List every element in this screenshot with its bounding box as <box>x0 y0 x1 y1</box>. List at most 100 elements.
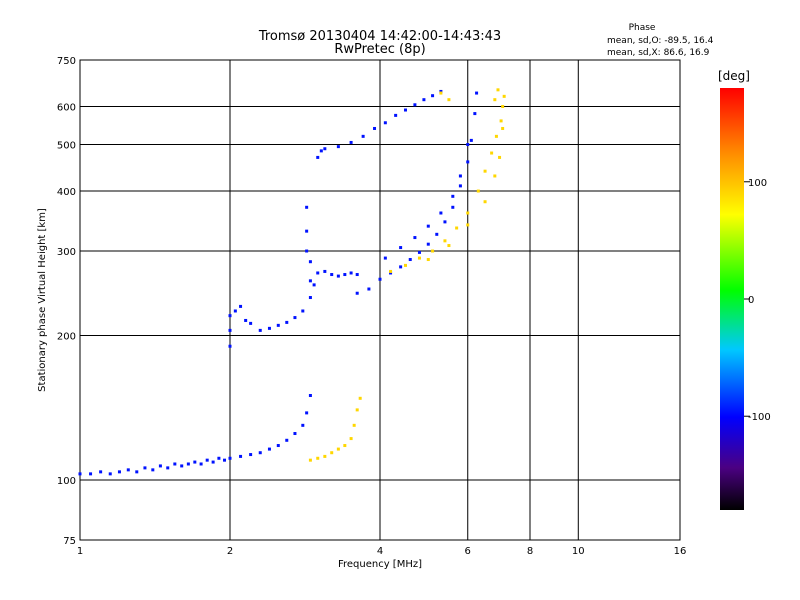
data-point-o <box>389 271 393 275</box>
data-point-o <box>89 472 93 476</box>
data-point-o <box>473 112 477 116</box>
data-point-o <box>383 121 387 125</box>
phase-x-stats: mean, sd,X: 86.6, 16.9 <box>607 48 710 58</box>
colorbar-label: [deg] <box>718 69 750 83</box>
x-tick-label: 2 <box>227 546 233 557</box>
data-point-x <box>447 98 451 102</box>
data-point-o <box>267 326 271 330</box>
data-point-o <box>443 220 447 224</box>
data-point-o <box>426 242 430 246</box>
data-point-o <box>217 456 221 460</box>
data-point-x <box>431 249 435 253</box>
x-tick-label: 16 <box>674 546 687 557</box>
data-point-o <box>151 468 155 472</box>
data-point-o <box>383 256 387 260</box>
data-point-o <box>186 462 190 466</box>
data-point-x <box>493 98 497 102</box>
data-point-x <box>323 454 327 458</box>
data-point-x <box>483 169 487 173</box>
data-point-o <box>458 174 462 178</box>
data-point-o <box>403 108 407 112</box>
colorbar-tick-label: 100 <box>748 178 767 189</box>
data-point-o <box>301 309 305 313</box>
data-point-o <box>422 98 426 102</box>
data-point-o <box>413 236 417 240</box>
data-point-o <box>305 229 309 233</box>
data-point-o <box>343 273 347 277</box>
data-point-x <box>343 444 347 448</box>
data-point-o <box>258 328 262 332</box>
data-point-o <box>319 149 323 153</box>
data-point-o <box>475 91 479 95</box>
data-point-x <box>330 451 334 455</box>
data-point-o <box>413 103 417 107</box>
data-point-x <box>493 174 497 178</box>
colorbar <box>720 88 744 510</box>
data-point-o <box>180 464 184 468</box>
data-point-o <box>373 126 377 130</box>
data-point-x <box>447 244 451 248</box>
y-tick-label: 750 <box>57 56 76 67</box>
data-point-o <box>431 94 435 98</box>
data-point-o <box>301 423 305 427</box>
grid-lines <box>80 60 680 540</box>
data-point-o <box>451 194 455 198</box>
data-point-x <box>443 239 447 243</box>
data-point-o <box>367 287 371 291</box>
data-point-o <box>199 462 203 466</box>
phase-o-stats: mean, sd,O: -89.5, 16.4 <box>607 36 714 46</box>
x-tick-label: 6 <box>465 546 471 557</box>
data-point-o <box>276 444 280 448</box>
data-point-o <box>276 323 280 327</box>
colorbar-tick-label: -100 <box>748 412 771 423</box>
data-point-x <box>502 94 506 98</box>
data-point-x <box>501 126 505 130</box>
data-point-o <box>439 211 443 215</box>
y-tick-label: 200 <box>57 332 76 343</box>
y-tick-label: 100 <box>57 476 76 487</box>
data-point-o <box>228 328 232 332</box>
data-point-o <box>435 232 439 236</box>
chart-subtitle: RwPretec (8p) <box>334 42 425 57</box>
data-point-o <box>249 321 253 325</box>
y-tick-label: 600 <box>57 103 76 114</box>
data-point-o <box>305 411 309 415</box>
data-point-o <box>394 113 398 117</box>
data-point-o <box>361 134 365 138</box>
colorbar-ticks: 100 0 -100 <box>744 178 771 423</box>
data-point-o <box>458 184 462 188</box>
data-point-o <box>228 314 232 318</box>
data-point-o <box>233 309 237 313</box>
data-point-o <box>228 456 232 460</box>
data-point-o <box>316 271 320 275</box>
data-point-x <box>466 211 470 215</box>
data-point-x <box>490 151 494 155</box>
data-point-o <box>249 453 253 457</box>
y-axis-ticks: 75 100 200 300 400 500 600 750 <box>57 56 76 547</box>
x-tick-label: 4 <box>377 546 383 557</box>
data-point-x <box>498 155 502 159</box>
data-point-o <box>293 316 297 320</box>
data-point-o <box>173 462 177 466</box>
data-point-o <box>355 291 359 295</box>
data-point-o <box>211 460 215 464</box>
data-point-o <box>417 250 421 254</box>
data-point-o <box>316 155 320 159</box>
data-point-x <box>501 105 505 109</box>
data-point-o <box>336 274 340 278</box>
data-point-o <box>308 394 312 398</box>
x-axis-ticks: 1 2 4 6 8 10 16 <box>77 546 687 557</box>
data-point-o <box>244 318 248 322</box>
data-point-o <box>469 138 473 142</box>
data-point-o <box>223 458 227 462</box>
data-point-o <box>466 143 470 147</box>
data-point-x <box>426 258 430 262</box>
data-point-o <box>349 271 353 275</box>
data-point-o <box>305 205 309 209</box>
data-point-o <box>399 246 403 250</box>
data-point-o <box>349 140 353 144</box>
y-axis-label: Stationary phase Virtual Height [km] <box>37 208 48 392</box>
data-point-o <box>312 283 316 287</box>
data-point-x <box>496 88 500 92</box>
